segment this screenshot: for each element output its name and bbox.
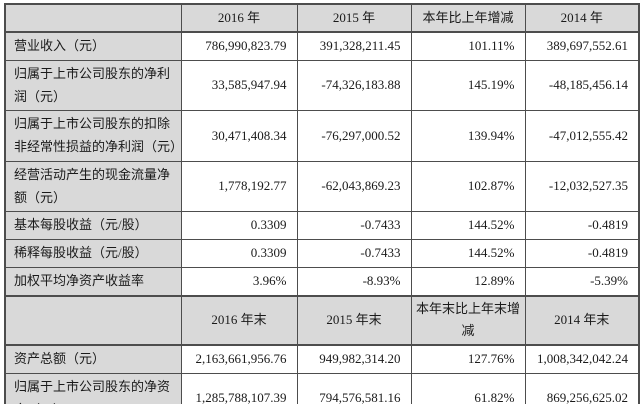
- cell-2016: 0.3309: [180, 239, 298, 268]
- financial-summary-table: 2016 年 2015 年 本年比上年增减 2014 年 营业收入（元） 786…: [4, 3, 640, 404]
- column-header-2015-year-end: 2015 年末: [296, 294, 412, 346]
- cell-2016: 30,471,408.34: [180, 110, 298, 162]
- column-header-yoy-change: 本年比上年增减: [410, 3, 526, 33]
- table-row-diluted-eps: 稀释每股收益（元/股） 0.3309 -0.7433 144.52% -0.48…: [4, 239, 640, 268]
- column-header-2016: 2016 年: [180, 3, 298, 33]
- cell-change: 144.52%: [410, 211, 526, 240]
- cell-2015: 391,328,211.45: [296, 31, 412, 61]
- cell-2015: 949,982,314.20: [296, 344, 412, 374]
- cell-2014: -48,185,456.14: [524, 59, 640, 112]
- cell-2015: -76,297,000.52: [296, 110, 412, 162]
- column-header-2015: 2015 年: [296, 3, 412, 33]
- cell-change: 127.76%: [410, 344, 526, 374]
- cell-2014: 389,697,552.61: [524, 31, 640, 61]
- cell-2016: 1,778,192.77: [180, 160, 298, 213]
- cell-change: 101.11%: [410, 31, 526, 61]
- table-row-operating-cash-flow: 经营活动产生的现金流量净额（元） 1,778,192.77 -62,043,86…: [4, 160, 640, 213]
- row-label: 归属于上市公司股东的净利润（元）: [4, 59, 182, 112]
- row-label: 稀释每股收益（元/股）: [4, 239, 182, 268]
- table-row-total-assets: 资产总额（元） 2,163,661,956.76 949,982,314.20 …: [4, 344, 640, 374]
- table-row-revenue: 营业收入（元） 786,990,823.79 391,328,211.45 10…: [4, 31, 640, 61]
- table-row-basic-eps: 基本每股收益（元/股） 0.3309 -0.7433 144.52% -0.48…: [4, 211, 640, 240]
- cell-2016: 33,585,947.94: [180, 59, 298, 112]
- column-header-year-end-change: 本年末比上年末增减: [410, 294, 526, 346]
- row-label: 归属于上市公司股东的扣除非经常性损益的净利润（元）: [4, 110, 182, 162]
- row-label: 资产总额（元）: [4, 344, 182, 374]
- cell-2014: -12,032,527.35: [524, 160, 640, 213]
- row-label: 归属于上市公司股东的净资产（元）: [4, 372, 182, 404]
- cell-2015: -8.93%: [296, 266, 412, 297]
- row-label: 基本每股收益（元/股）: [4, 211, 182, 240]
- cell-2015: 794,576,581.16: [296, 372, 412, 404]
- cell-2016: 1,285,788,107.39: [180, 372, 298, 404]
- row-label: 经营活动产生的现金流量净额（元）: [4, 160, 182, 213]
- year-end-header-row: 2016 年末 2015 年末 本年末比上年末增减 2014 年末: [4, 294, 640, 346]
- cell-2015: -62,043,869.23: [296, 160, 412, 213]
- table-row-net-profit-excl-nonrecurring: 归属于上市公司股东的扣除非经常性损益的净利润（元） 30,471,408.34 …: [4, 110, 640, 162]
- cell-2016: 2,163,661,956.76: [180, 344, 298, 374]
- cell-2014: -47,012,555.42: [524, 110, 640, 162]
- cell-change: 102.87%: [410, 160, 526, 213]
- cell-change: 12.89%: [410, 266, 526, 297]
- cell-2015: -74,326,183.88: [296, 59, 412, 112]
- row-label: 加权平均净资产收益率: [4, 266, 182, 297]
- row-label: 营业收入（元）: [4, 31, 182, 61]
- cell-change: 139.94%: [410, 110, 526, 162]
- cell-change: 144.52%: [410, 239, 526, 268]
- cell-2014: -5.39%: [524, 266, 640, 297]
- column-header-2014: 2014 年: [524, 3, 640, 33]
- cell-2016: 786,990,823.79: [180, 31, 298, 61]
- cell-change: 61.82%: [410, 372, 526, 404]
- table-row-net-assets: 归属于上市公司股东的净资产（元） 1,285,788,107.39 794,57…: [4, 372, 640, 404]
- cell-2015: -0.7433: [296, 239, 412, 268]
- table-row-weighted-avg-roe: 加权平均净资产收益率 3.96% -8.93% 12.89% -5.39%: [4, 266, 640, 297]
- cell-2016: 3.96%: [180, 266, 298, 297]
- cell-2016: 0.3309: [180, 211, 298, 240]
- table-row-net-profit: 归属于上市公司股东的净利润（元） 33,585,947.94 -74,326,1…: [4, 59, 640, 112]
- cell-2015: -0.7433: [296, 211, 412, 240]
- cell-2014: -0.4819: [524, 239, 640, 268]
- column-header-2014-year-end: 2014 年末: [524, 294, 640, 346]
- cell-2014: 869,256,625.02: [524, 372, 640, 404]
- annual-header-row: 2016 年 2015 年 本年比上年增减 2014 年: [4, 3, 640, 33]
- year-end-header-empty-cell: [4, 294, 182, 346]
- column-header-2016-year-end: 2016 年末: [180, 294, 298, 346]
- annual-header-empty-cell: [4, 3, 182, 33]
- cell-change: 145.19%: [410, 59, 526, 112]
- cell-2014: 1,008,342,042.24: [524, 344, 640, 374]
- cell-2014: -0.4819: [524, 211, 640, 240]
